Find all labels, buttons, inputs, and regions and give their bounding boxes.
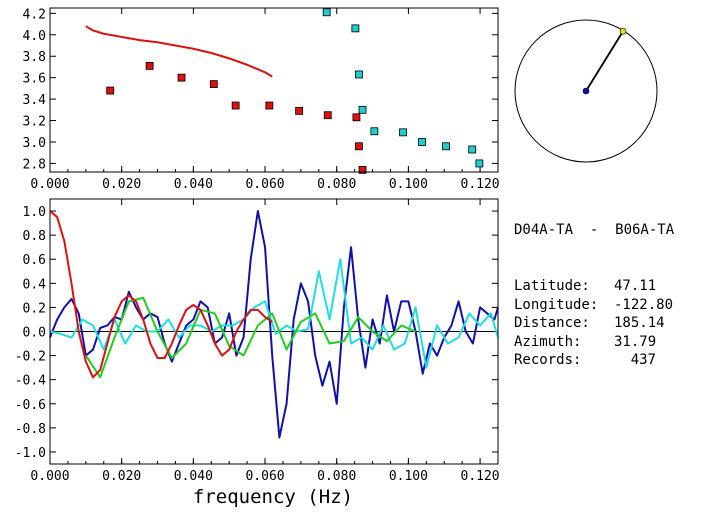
top-scatter-plot: 0.000 0.020 0.040 0.060 0.080 0.100 0.120 4.2 4.…	[23, 7, 500, 192]
scatter-point	[352, 113, 361, 122]
info-row: Azimuth: 31.79	[514, 333, 674, 352]
y-tick-label: 3.6	[23, 72, 46, 87]
info-label: Longitude:	[514, 296, 599, 313]
scatter-point	[358, 165, 367, 174]
scatter-point	[322, 8, 331, 17]
y-tick-label: 0.2	[23, 301, 46, 316]
series-line-1	[49, 258, 499, 369]
x-tick-label: 0.040	[174, 177, 213, 192]
scatter-point	[475, 159, 484, 168]
y-tick-label: -0.2	[15, 350, 46, 365]
scatter-point	[106, 86, 115, 95]
plot-frame	[49, 198, 499, 465]
info-label: Latitude:	[514, 277, 590, 294]
station-azimuth-map	[514, 19, 658, 163]
y-tick-label: -1.0	[15, 446, 46, 461]
info-label: Records:	[514, 352, 582, 369]
info-row: Distance: 185.14	[514, 314, 674, 333]
x-tick-label: 0.020	[102, 177, 141, 192]
azimuth-line	[585, 30, 624, 92]
scatter-point	[295, 107, 303, 115]
bottom-line-plot: 0.000 0.020 0.040 0.060 0.080 0.100 0.120 1.0 0.…	[15, 198, 500, 484]
y-tick-label: -0.8	[15, 422, 46, 437]
y-tick-label: 4.2	[23, 7, 46, 22]
plot-frame	[49, 7, 499, 173]
y-tick-label: -0.4	[15, 374, 46, 389]
scatter-point	[351, 24, 360, 33]
y-tick-label: 3.8	[23, 50, 46, 65]
x-tick-label: 0.060	[245, 177, 284, 192]
scatter-point	[358, 105, 367, 114]
station-info-panel: D04A-TA - B06A-TA Latitude: 47.11 Longitud…	[514, 184, 674, 389]
y-tick-label: 3.4	[23, 93, 47, 108]
scatter-point	[323, 111, 332, 120]
info-row: Latitude: 47.11	[514, 277, 674, 296]
y-tick-label: 1.0	[23, 205, 46, 220]
scatter-point	[209, 80, 218, 89]
series-line-3	[49, 210, 273, 379]
scatter-point	[265, 101, 274, 110]
info-value: -122.80	[614, 296, 674, 313]
info-value: 47.11	[614, 277, 657, 294]
y-tick-label: 0.6	[23, 253, 46, 268]
station-pair-title: D04A-TA - B06A-TA	[514, 222, 675, 239]
x-tick-label: 0.120	[461, 469, 500, 484]
scatter-point	[370, 127, 379, 136]
info-row: Records: 437	[514, 351, 674, 370]
x-tick-label: 0.080	[317, 469, 356, 484]
x-tick-label: 0.040	[174, 469, 213, 484]
info-rows: Latitude: 47.11 Longitude: -122.80 Distance:…	[514, 277, 674, 370]
x-tick-label: 0.020	[102, 469, 141, 484]
x-tick-label: 0.000	[30, 177, 69, 192]
series-line-0	[49, 210, 499, 439]
info-label: Azimuth:	[514, 333, 582, 350]
y-tick-label: 0.4	[23, 277, 47, 292]
x-tick-label: 0.060	[245, 469, 284, 484]
map-circle	[514, 19, 658, 163]
scatter-point	[399, 128, 407, 137]
scatter-point	[231, 101, 240, 110]
y-tick-label: 3.0	[23, 136, 46, 151]
scatter-point	[355, 70, 363, 79]
x-tick-label: 0.120	[461, 177, 500, 192]
scatter-point	[442, 142, 450, 151]
info-label: Distance:	[514, 315, 590, 332]
y-tick-label: 0.0	[23, 326, 46, 341]
scatter-point	[468, 145, 477, 154]
info-row: Longitude: -122.80	[514, 296, 674, 315]
x-tick-label: 0.100	[389, 177, 428, 192]
y-tick-label: 2.8	[23, 157, 46, 172]
scatter-point	[177, 73, 186, 82]
series-line-2	[85, 296, 416, 379]
scatter-point	[145, 61, 154, 70]
y-tick-label: 0.8	[23, 229, 46, 244]
y-tick-label: -0.6	[15, 398, 46, 413]
info-value: 185.14	[614, 315, 665, 332]
model-curve	[85, 25, 273, 78]
x-tick-label: 0.080	[317, 177, 356, 192]
remote-station-marker	[619, 27, 627, 35]
info-value: 437	[630, 352, 656, 369]
info-value: 31.79	[614, 333, 657, 350]
scatter-point	[418, 138, 426, 146]
y-tick-label: 3.2	[23, 115, 46, 130]
y-tick-label: 4.0	[23, 29, 46, 44]
x-axis-title: frequency (Hz)	[193, 486, 353, 508]
origin-station-marker	[582, 87, 590, 95]
x-tick-label: 0.100	[389, 469, 428, 484]
scatter-point	[355, 142, 363, 151]
x-tick-label: 0.000	[30, 469, 69, 484]
